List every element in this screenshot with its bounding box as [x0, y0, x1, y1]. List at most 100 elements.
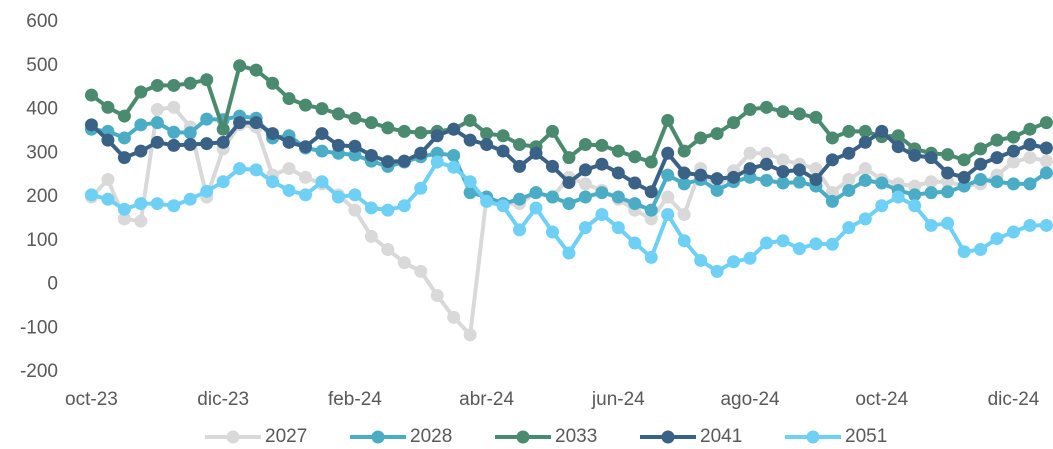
data-point [299, 140, 313, 154]
data-point [941, 148, 955, 162]
data-point [694, 168, 708, 182]
y-tick-label: -100 [20, 317, 58, 338]
data-point [743, 146, 757, 160]
data-point [644, 155, 658, 169]
data-point [858, 212, 872, 226]
data-point [266, 127, 280, 141]
data-point [875, 176, 889, 190]
legend-marker [226, 430, 240, 444]
data-point [364, 148, 378, 162]
x-tick-label: abr-24 [459, 389, 514, 410]
data-point [183, 138, 197, 151]
data-point [150, 78, 164, 92]
data-point [183, 126, 197, 140]
legend-label: 2027 [265, 426, 307, 447]
x-tick-label: dic-23 [197, 389, 249, 410]
data-point [858, 173, 872, 187]
data-point [628, 197, 642, 211]
data-point [348, 203, 362, 217]
data-point [661, 190, 675, 204]
data-point [200, 112, 214, 126]
data-point [710, 264, 724, 278]
data-point [117, 202, 131, 216]
data-point [661, 208, 675, 221]
data-point [595, 157, 609, 171]
data-point [792, 107, 806, 121]
data-point [809, 173, 823, 186]
data-point [578, 221, 592, 235]
data-point [282, 162, 296, 176]
data-point [858, 124, 872, 138]
data-point [496, 129, 510, 143]
data-point [891, 129, 905, 143]
data-point [183, 192, 197, 206]
legend-marker [806, 430, 820, 444]
data-point [266, 76, 280, 90]
data-point [381, 155, 395, 169]
legend-label: 2028 [410, 426, 452, 447]
data-point [727, 255, 741, 269]
data-point [611, 221, 625, 235]
data-point [200, 184, 214, 198]
legend-label: 2051 [845, 426, 887, 447]
data-point [990, 175, 1004, 189]
data-point [578, 177, 592, 191]
data-point [348, 188, 362, 202]
data-point [200, 73, 214, 87]
data-point [134, 197, 148, 211]
data-point [1006, 177, 1020, 191]
data-point [842, 124, 856, 138]
data-point [644, 250, 658, 264]
data-point [463, 186, 477, 200]
data-point [348, 111, 362, 125]
data-point [117, 151, 131, 165]
data-point [809, 237, 823, 251]
data-point [562, 151, 576, 165]
data-point [1006, 144, 1020, 158]
data-point [924, 218, 938, 232]
data-point [299, 170, 313, 184]
data-point [529, 186, 543, 200]
data-point [545, 159, 559, 173]
data-point [908, 188, 922, 202]
data-point [480, 138, 494, 151]
legend-marker [371, 430, 385, 444]
data-point [134, 85, 148, 99]
data-point [875, 199, 889, 213]
data-point [134, 118, 148, 132]
data-point [299, 188, 313, 202]
data-point [397, 124, 411, 138]
data-point [924, 175, 938, 189]
data-point [430, 288, 444, 302]
data-point [1006, 130, 1020, 144]
data-point [776, 234, 790, 248]
data-point [1023, 122, 1037, 136]
data-point [513, 159, 527, 173]
data-point [1023, 151, 1037, 165]
data-point [595, 138, 609, 152]
y-tick-label: 500 [26, 55, 58, 76]
data-point [974, 157, 988, 171]
data-point [677, 144, 691, 158]
data-point [644, 185, 658, 199]
data-point [381, 203, 395, 217]
legend-marker [661, 430, 675, 444]
data-point [661, 113, 675, 127]
data-point [941, 166, 955, 180]
data-point [677, 177, 691, 191]
y-tick-label: 200 [26, 186, 58, 207]
data-point [677, 234, 691, 248]
data-point [331, 190, 345, 204]
data-point [480, 194, 494, 208]
data-point [842, 183, 856, 197]
data-point [101, 173, 115, 186]
data-point [331, 107, 345, 121]
data-point [414, 181, 428, 195]
data-point [595, 208, 609, 221]
data-point [101, 100, 115, 114]
data-point [447, 310, 461, 324]
data-point [974, 142, 988, 156]
data-point [529, 146, 543, 160]
data-point [348, 139, 362, 153]
